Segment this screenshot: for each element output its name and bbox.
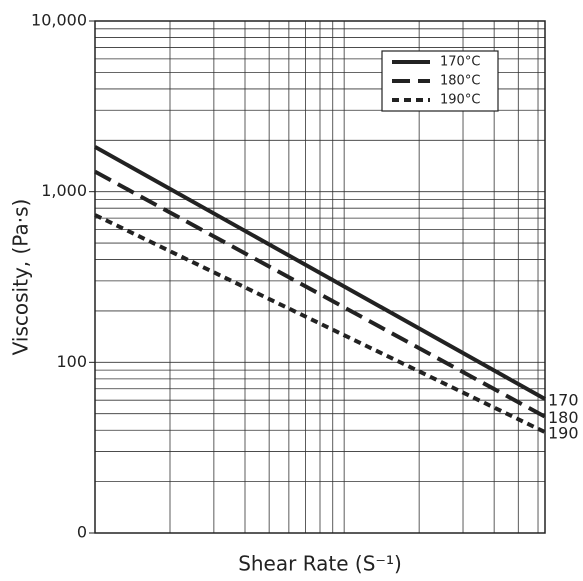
legend-label: 170°C	[440, 55, 480, 70]
y-tick-label: 100	[56, 352, 87, 371]
plot-frame	[94, 20, 546, 534]
legend-label: 190°C	[440, 93, 480, 108]
line	[94, 145, 546, 401]
x-axis-label: Shear Rate (S⁻¹)	[238, 552, 402, 576]
end-label: 190	[548, 424, 579, 443]
y-tick-label: 1,000	[41, 181, 87, 200]
y-tick-label: 10,000	[31, 11, 87, 30]
line	[94, 169, 546, 419]
y-tick-label: 0	[77, 523, 87, 542]
end-label: 180	[548, 408, 579, 427]
legend-label: 180°C	[440, 74, 480, 89]
end-label: 170	[548, 390, 579, 409]
y-axis-label: Viscosity, (Pa·s)	[9, 199, 33, 356]
